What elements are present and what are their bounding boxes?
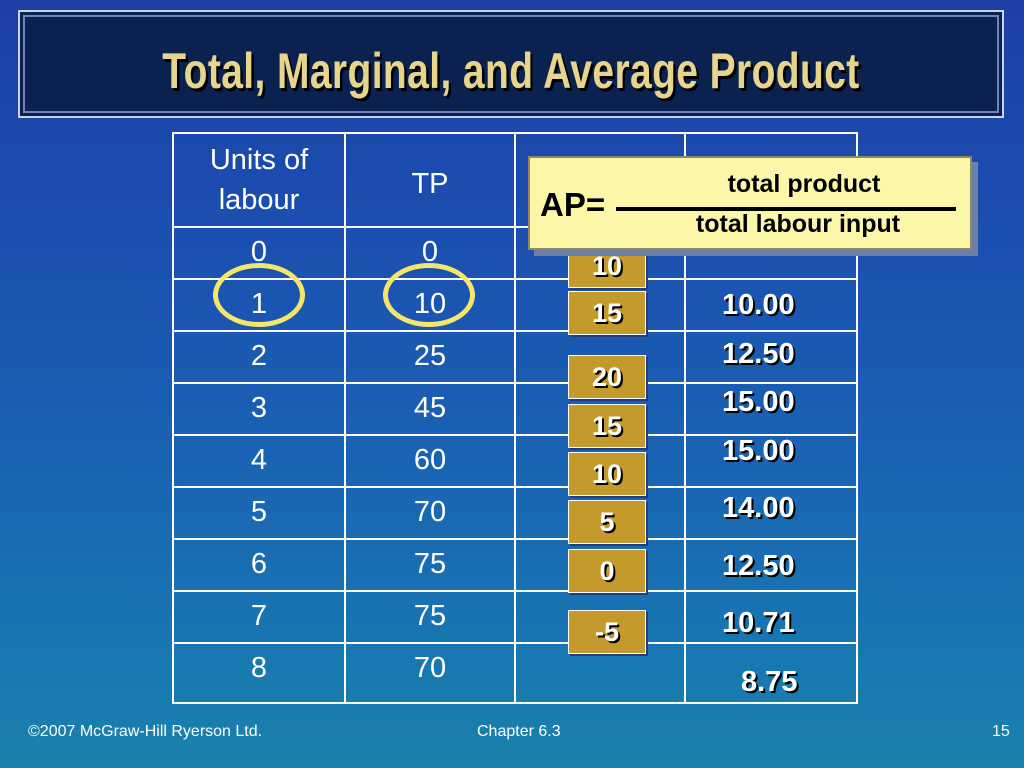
ap-cell: [684, 538, 858, 592]
ap-value: 12.50: [722, 338, 795, 370]
formula-denominator: total labour input: [695, 210, 901, 238]
ap-cell: [684, 642, 858, 704]
slide-title: Total, Marginal, and Average Product: [162, 43, 860, 99]
ap-value: 12.50: [722, 550, 795, 582]
units-cell: 5: [172, 486, 346, 540]
ap-value: 8.75: [741, 666, 798, 698]
tp-cell: 25: [344, 330, 516, 384]
footer-chapter: Chapter 6.3: [477, 723, 561, 740]
ap-cell: [684, 590, 858, 644]
mp-value-box: 20: [568, 355, 646, 399]
ap-cell: [684, 382, 858, 436]
footer-page-number: 15: [992, 723, 1010, 740]
header-units-line-1: Units of: [209, 144, 309, 176]
tp-cell: 45: [344, 382, 516, 436]
units-cell: 6: [172, 538, 346, 592]
highlight-circle-units: [213, 263, 305, 327]
units-cell: 2: [172, 330, 346, 384]
units-cell: 8: [172, 642, 346, 704]
units-cell: 4: [172, 434, 346, 488]
formula-numerator: total product: [727, 170, 881, 198]
ap-value: 10.00: [722, 289, 795, 321]
tp-cell: 75: [344, 538, 516, 592]
ap-cell: [684, 330, 858, 384]
tp-cell: 60: [344, 434, 516, 488]
units-cell: 3: [172, 382, 346, 436]
highlight-circle-tp: [383, 263, 475, 327]
ap-cell: [684, 434, 858, 488]
mp-value-box: -5: [568, 610, 646, 654]
title-box: Total, Marginal, and Average Product: [18, 10, 1004, 118]
units-cell: 7: [172, 590, 346, 644]
ap-cell: [684, 486, 858, 540]
mp-value-box: 5: [568, 500, 646, 544]
ap-formula-box: AP= total product total labour input: [528, 156, 972, 250]
header-tp: TP: [344, 132, 516, 228]
ap-value: 14.00: [722, 492, 795, 524]
ap-cell: [684, 278, 858, 332]
fraction-bar: [616, 207, 956, 211]
tp-cell: 75: [344, 590, 516, 644]
header-units-line-2: labour: [218, 184, 300, 216]
ap-value: 15.00: [722, 435, 795, 467]
formula-lhs: AP=: [540, 186, 606, 223]
tp-cell: 70: [344, 486, 516, 540]
footer-copyright: ©2007 McGraw-Hill Ryerson Ltd.: [28, 723, 263, 740]
tp-cell: 70: [344, 642, 516, 704]
ap-value: 10.71: [722, 607, 795, 639]
mp-value-box: 10: [568, 452, 646, 496]
table-row: 3 45: [172, 382, 858, 436]
table-row: 2 25: [172, 330, 858, 384]
mp-value-box: 10: [568, 244, 646, 288]
mp-value-box: 15: [568, 404, 646, 448]
ap-value: 15.00: [722, 386, 795, 418]
header-units-of-labour: Units of labour: [172, 132, 346, 228]
mp-value-box: 0: [568, 549, 646, 593]
table-row: 6 75: [172, 538, 858, 592]
mp-value-box: 15: [568, 291, 646, 335]
